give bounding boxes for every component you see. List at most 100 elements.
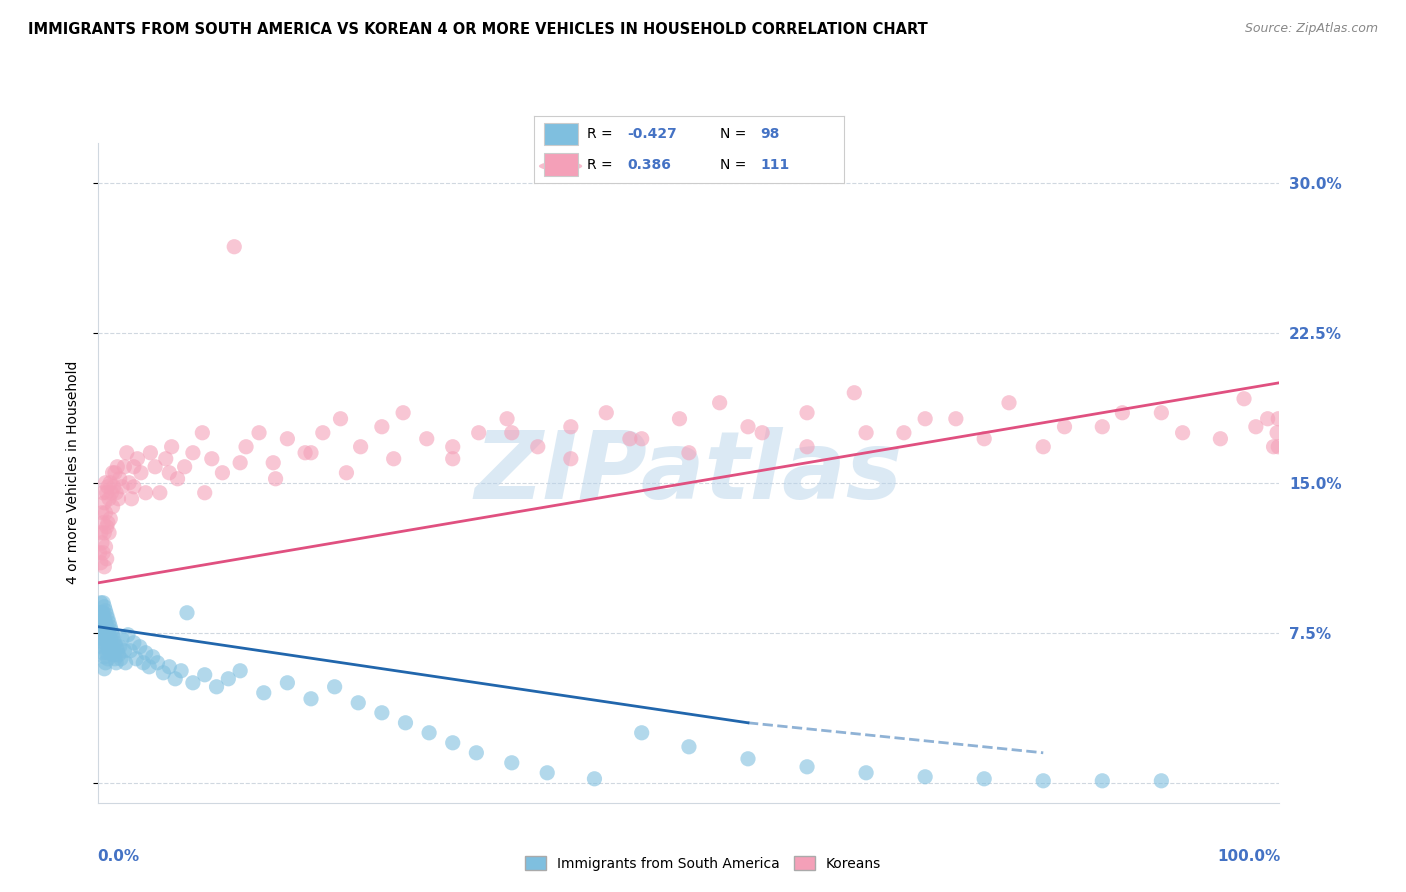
Text: -0.427: -0.427 [627, 127, 676, 141]
Point [668, 411, 690, 425]
Point [104, 652, 127, 666]
Point [110, 652, 132, 666]
Point [751, 425, 773, 440]
Point [224, 240, 246, 254]
Point [855, 765, 877, 780]
Point [135, 485, 157, 500]
Point [121, 491, 143, 506]
Point [101, 628, 124, 642]
Point [194, 485, 217, 500]
Point [247, 425, 270, 440]
Point [229, 664, 252, 678]
Point [91, 640, 114, 654]
Legend: Immigrants from South America, Koreans: Immigrants from South America, Koreans [520, 850, 886, 876]
Point [91, 506, 114, 520]
Text: 100.0%: 100.0% [1218, 849, 1281, 863]
Text: N =: N = [720, 127, 751, 141]
Point [93, 624, 115, 638]
Point [205, 680, 228, 694]
Point [1244, 419, 1267, 434]
Text: IMMIGRANTS FROM SOUTH AMERICA VS KOREAN 4 OR MORE VEHICLES IN HOUSEHOLD CORRELAT: IMMIGRANTS FROM SOUTH AMERICA VS KOREAN … [28, 22, 928, 37]
Point [264, 472, 287, 486]
Point [105, 656, 128, 670]
Point [392, 406, 415, 420]
Point [560, 451, 582, 466]
Point [294, 446, 316, 460]
Point [441, 440, 464, 454]
Point [595, 406, 617, 420]
Point [108, 472, 131, 486]
Point [91, 632, 114, 646]
Point [93, 496, 115, 510]
Point [441, 736, 464, 750]
Point [120, 644, 142, 658]
Point [90, 556, 112, 570]
Point [299, 446, 322, 460]
Point [149, 485, 172, 500]
Point [1257, 411, 1279, 425]
Point [97, 624, 120, 638]
Point [89, 546, 111, 560]
Point [93, 649, 115, 664]
Point [276, 432, 298, 446]
Point [94, 604, 117, 618]
Point [630, 726, 652, 740]
Point [1091, 773, 1114, 788]
Point [91, 606, 114, 620]
Point [97, 636, 120, 650]
Point [146, 656, 169, 670]
Point [94, 540, 117, 554]
Point [91, 620, 114, 634]
Point [844, 385, 866, 400]
Point [299, 691, 322, 706]
Point [914, 411, 936, 425]
Point [93, 559, 115, 574]
Point [217, 672, 239, 686]
Point [98, 475, 121, 490]
Y-axis label: 4 or more Vehicles in Household: 4 or more Vehicles in Household [66, 361, 80, 584]
Point [170, 664, 193, 678]
Text: ZIPatlas: ZIPatlas [475, 426, 903, 519]
Point [105, 485, 128, 500]
Point [1233, 392, 1256, 406]
Point [112, 459, 135, 474]
Point [1267, 411, 1289, 425]
Point [118, 475, 141, 490]
Point [371, 419, 394, 434]
Point [90, 625, 112, 640]
Point [157, 660, 180, 674]
Point [194, 667, 217, 681]
Point [93, 662, 115, 676]
Point [94, 656, 117, 670]
Point [90, 525, 112, 540]
Text: R =: R = [586, 158, 617, 172]
Point [160, 440, 183, 454]
Point [111, 632, 134, 646]
Point [91, 646, 114, 660]
Point [101, 500, 124, 514]
Point [90, 596, 112, 610]
Point [100, 485, 122, 500]
Point [104, 636, 127, 650]
Point [166, 472, 188, 486]
Point [101, 466, 124, 480]
Point [1150, 773, 1173, 788]
Point [496, 411, 519, 425]
Point [96, 632, 118, 646]
Point [418, 726, 440, 740]
Point [122, 636, 145, 650]
Point [91, 620, 114, 634]
Point [201, 451, 224, 466]
Point [104, 466, 127, 480]
Point [93, 612, 115, 626]
Point [112, 644, 135, 658]
Point [127, 451, 149, 466]
Point [89, 606, 111, 620]
Point [1263, 440, 1285, 454]
Point [93, 599, 115, 614]
Point [103, 648, 125, 662]
Point [98, 491, 121, 506]
Text: 111: 111 [761, 158, 789, 172]
Point [114, 656, 136, 670]
Point [796, 406, 818, 420]
